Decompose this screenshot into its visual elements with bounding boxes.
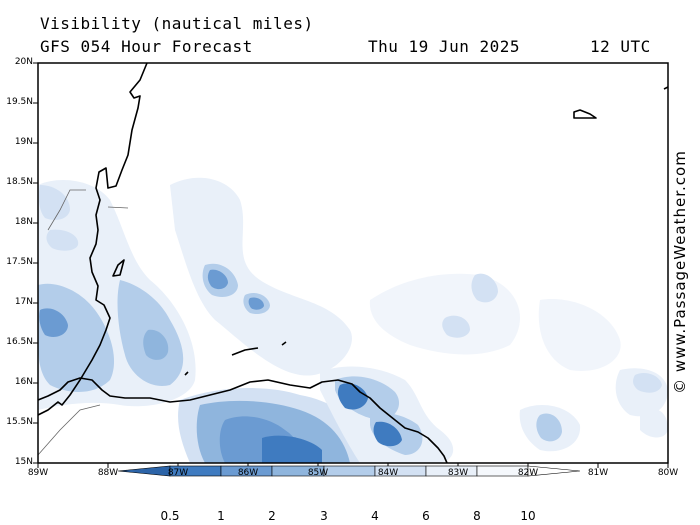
lat-label: 18N <box>14 217 33 227</box>
lon-label: 89W <box>27 468 49 478</box>
lon-label: 86W <box>237 468 259 478</box>
colorbar-label: 2 <box>268 509 276 523</box>
colorbar-swatch-gt-10 <box>527 465 581 477</box>
lon-label: 87W <box>167 468 189 478</box>
colorbar-label: 8 <box>473 509 481 523</box>
colorbar-label: 4 <box>371 509 379 523</box>
colorbar-label: 0.5 <box>160 509 180 523</box>
coastline <box>37 62 669 464</box>
forecast-date: Thu 19 Jun 2025 <box>368 37 520 56</box>
lon-label: 88W <box>97 468 119 478</box>
colorbar-swatch-3-4 <box>323 465 376 477</box>
map-title: Visibility (nautical miles) <box>40 14 314 33</box>
colorbar-swatch-lt-0.5 <box>117 465 171 477</box>
lat-label: 16N <box>14 377 33 387</box>
lat-label: 15.5N <box>6 417 33 427</box>
lon-label: 81W <box>587 468 609 478</box>
colorbar-label: 3 <box>320 509 328 523</box>
lat-label: 17.5N <box>6 257 33 267</box>
colorbar-label: 10 <box>520 509 536 523</box>
lat-label: 20N <box>14 57 33 67</box>
lon-label: 85W <box>307 468 329 478</box>
forecast-time: 12 UTC <box>590 37 651 56</box>
visibility-field <box>38 177 668 463</box>
lat-label: 19N <box>14 137 33 147</box>
country-borders <box>37 189 129 456</box>
lon-label: 84W <box>377 468 399 478</box>
lat-label: 17N <box>14 297 33 307</box>
lat-label: 16.5N <box>6 337 33 347</box>
colorbar <box>117 465 581 477</box>
lat-label: 15N <box>14 457 33 467</box>
forecast-subtitle: GFS 054 Hour Forecast <box>40 37 253 56</box>
website-credit: © www.PassageWeather.com <box>671 150 689 394</box>
lon-label: 80W <box>657 468 679 478</box>
lat-label: 19.5N <box>6 97 33 107</box>
lon-label: 82W <box>517 468 539 478</box>
colorbar-label: 1 <box>217 509 225 523</box>
lon-label: 83W <box>447 468 469 478</box>
colorbar-label: 6 <box>422 509 430 523</box>
lat-label: 18.5N <box>6 177 33 187</box>
